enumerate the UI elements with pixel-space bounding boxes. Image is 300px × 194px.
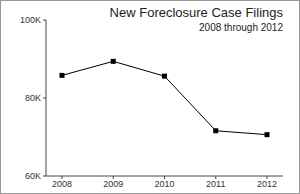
html-text:New Foreclosure Case Filings: New Foreclosure Case Filings bbox=[109, 5, 283, 20]
svg-text:2008: 2008 bbox=[52, 179, 72, 189]
svg-text:2010: 2010 bbox=[154, 179, 174, 189]
svg-text:80K: 80K bbox=[25, 93, 41, 103]
html-text:2008 through 2012: 2008 through 2012 bbox=[199, 22, 283, 33]
svg-text:100K: 100K bbox=[20, 15, 41, 25]
svg-text:2011: 2011 bbox=[206, 179, 225, 189]
svg-text:2012: 2012 bbox=[257, 179, 277, 189]
svg-text:60K: 60K bbox=[25, 171, 41, 181]
svg-text:2009: 2009 bbox=[103, 179, 123, 189]
